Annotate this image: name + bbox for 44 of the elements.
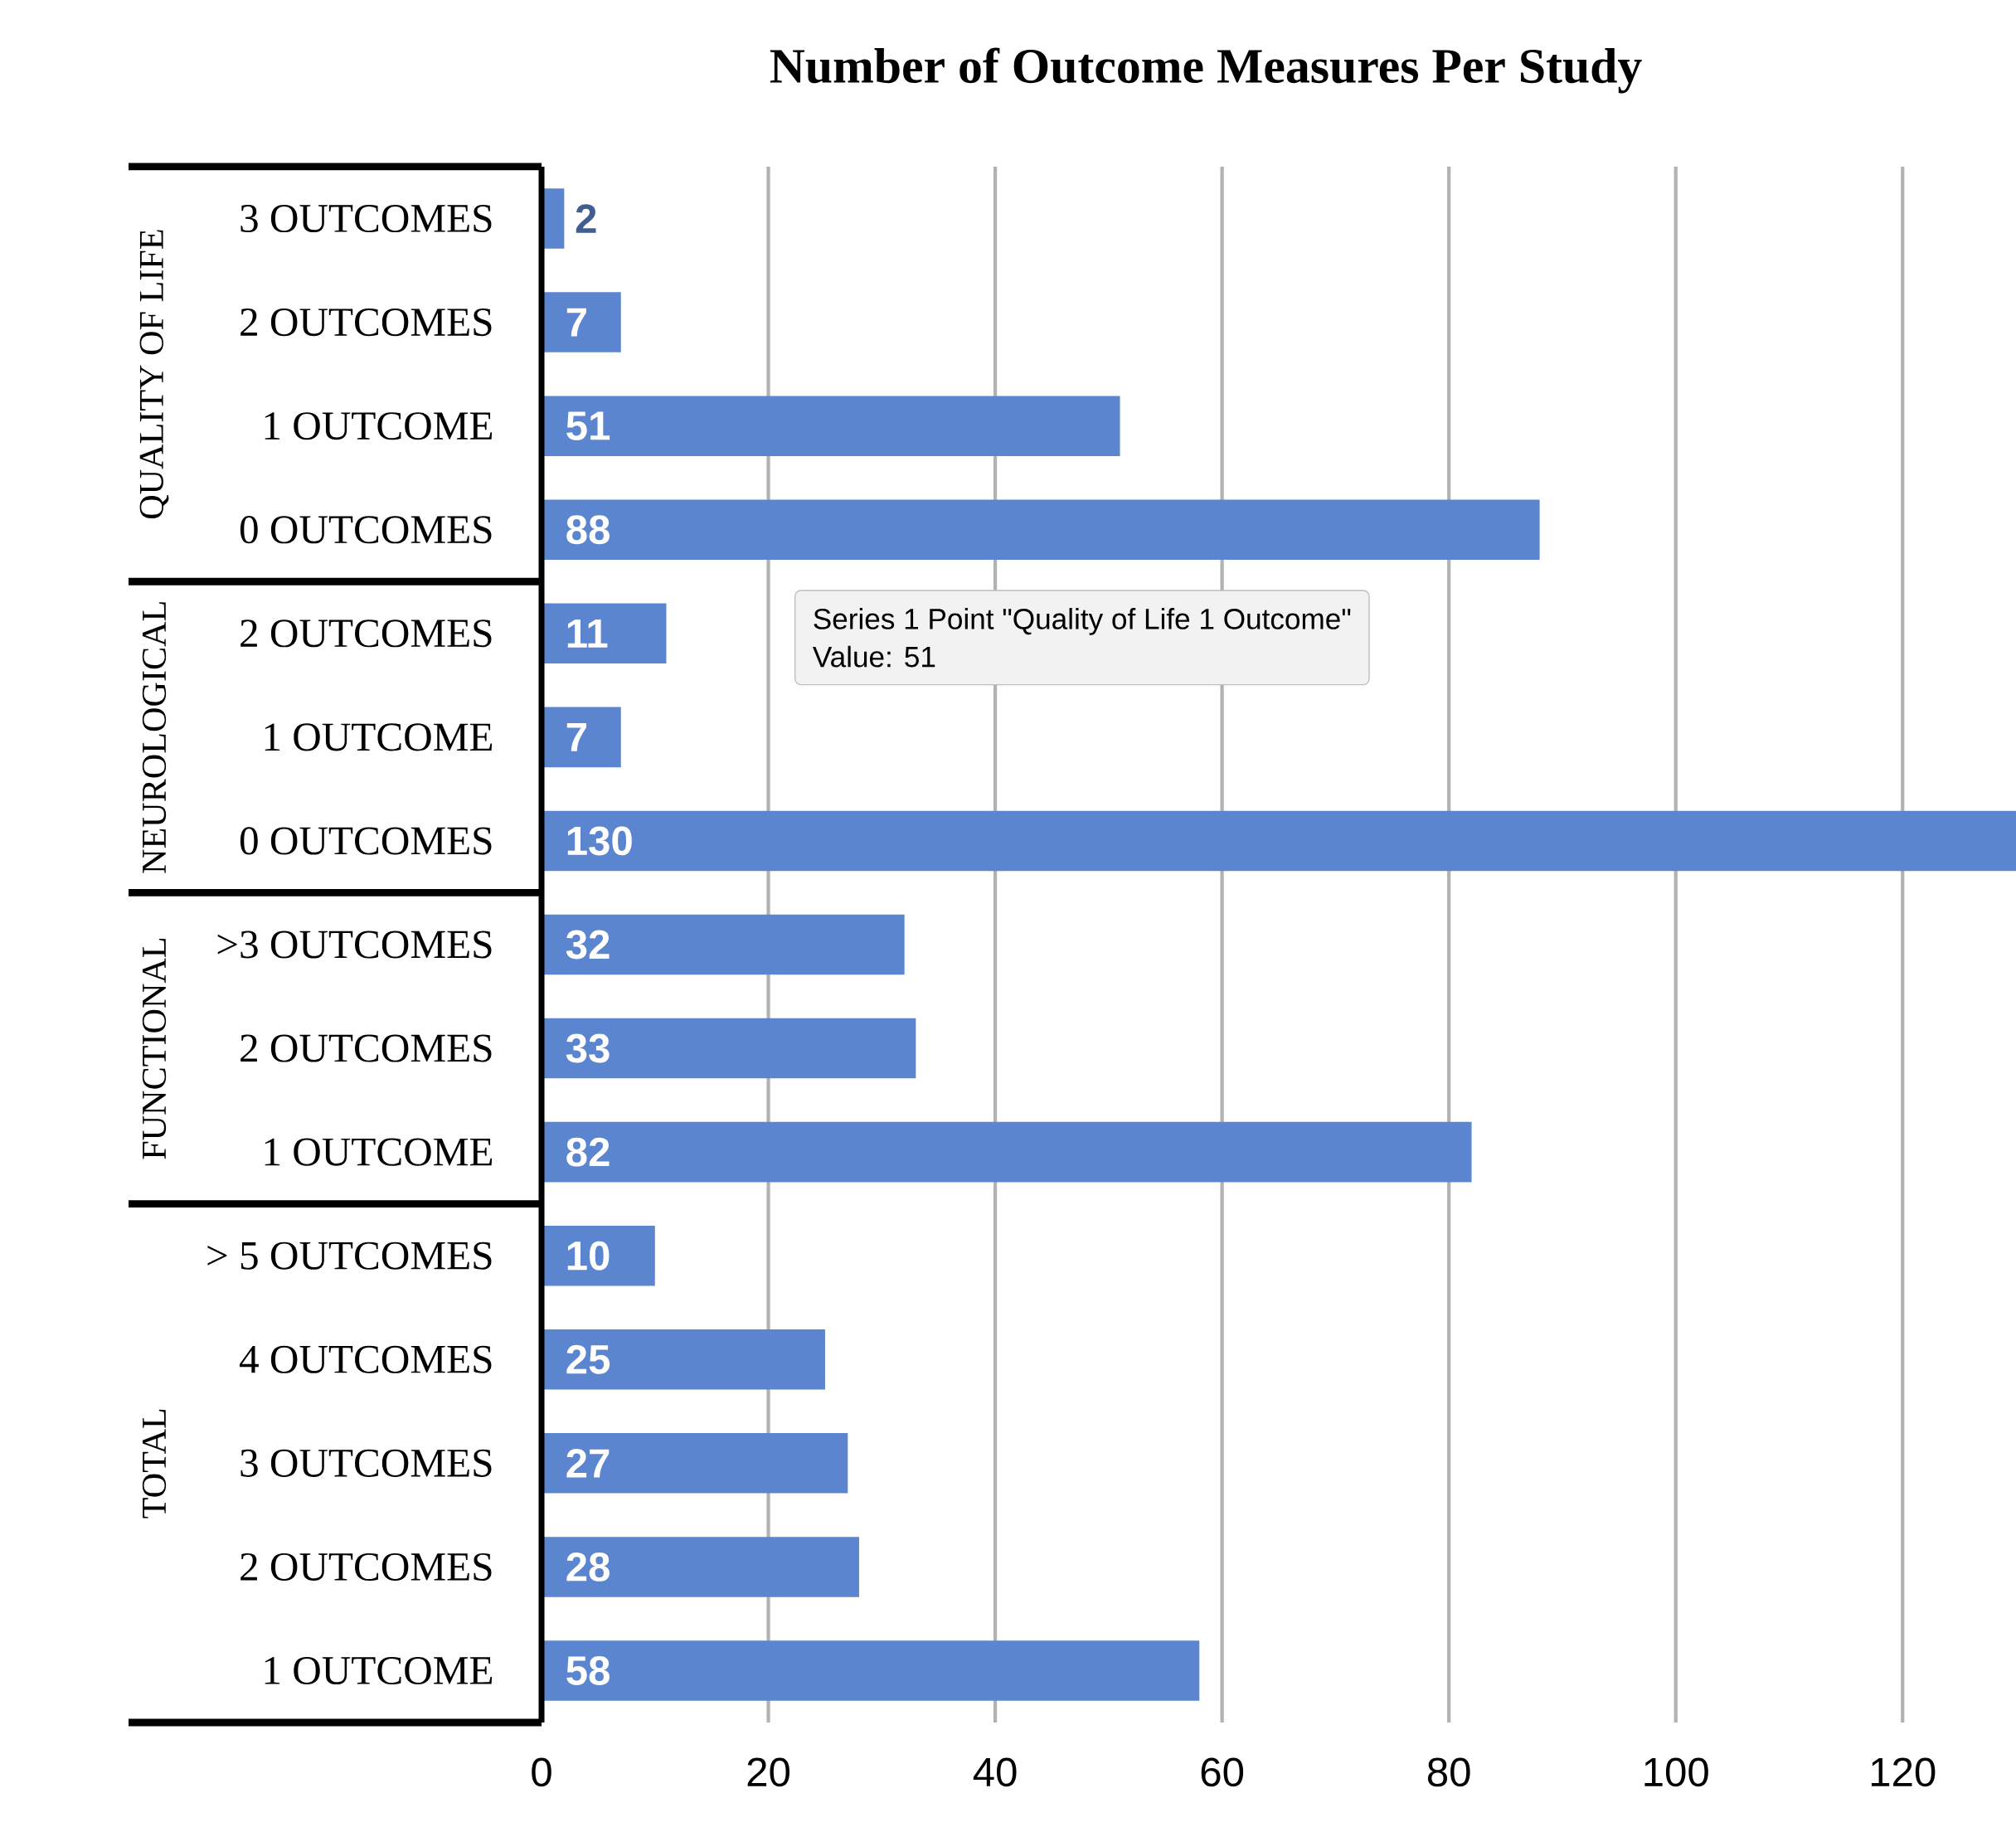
y-tick-label: 2 OUTCOMES	[240, 620, 492, 648]
data-label: 28	[566, 1552, 610, 1582]
x-tick-label: 100	[1644, 1757, 1708, 1787]
data-label: 88	[566, 515, 610, 545]
y-tick-label: 1 OUTCOME	[265, 723, 493, 751]
data-label: 7	[566, 308, 586, 337]
y-tick-label: 2 OUTCOMES	[240, 1552, 492, 1581]
y-tick-label: 3 OUTCOMES	[240, 205, 492, 233]
x-tick-label: 60	[1201, 1757, 1244, 1787]
data-label: 25	[566, 1344, 610, 1374]
data-label: 10	[567, 1241, 610, 1271]
data-label: 32	[566, 930, 610, 960]
data-label: 7	[566, 722, 586, 751]
text: NEUROLOGICAL	[142, 602, 167, 873]
data-label: 130	[567, 826, 632, 856]
data-label: 2	[576, 204, 596, 233]
data-label: 11	[567, 619, 608, 648]
y-tick-label: 2 OUTCOMES	[240, 309, 492, 337]
data-label: 27	[566, 1449, 610, 1478]
y-tick-label: 1 OUTCOME	[265, 1656, 493, 1685]
data-label: 33	[566, 1033, 610, 1063]
text: FUNCTIONAL	[142, 938, 167, 1159]
x-tick-label: 40	[973, 1757, 1017, 1787]
y-tick-label: > 5 OUTCOMES	[207, 1241, 492, 1270]
y-tick-label: 4 OUTCOMES	[239, 1345, 492, 1373]
data-label: 51	[566, 411, 610, 440]
y-tick-label: 1 OUTCOME	[265, 1138, 493, 1166]
chart-title: Number of Outcome Measures Per Study	[770, 47, 1642, 94]
x-tick-label: 0	[532, 1757, 551, 1787]
x-tick-label: 20	[747, 1757, 790, 1787]
data-label: 82	[566, 1137, 610, 1167]
y-tick-label: 2 OUTCOMES	[240, 1034, 492, 1062]
annotation: Value: 51	[812, 645, 935, 668]
y-tick-label: 0 OUTCOMES	[240, 827, 492, 855]
y-tick-label: >3 OUTCOMES	[217, 931, 492, 959]
y-tick-label: 3 OUTCOMES	[240, 1449, 492, 1477]
annotation: Series 1 Point "Quality of Life 1 Outcome"	[814, 608, 1351, 635]
y-tick-label: 1 OUTCOME	[265, 412, 493, 440]
x-tick-label: 120	[1871, 1757, 1936, 1787]
text: QUALITY OF LIFE	[139, 230, 169, 519]
text: TOTAL	[142, 1409, 167, 1518]
x-tick-label: 80	[1427, 1757, 1470, 1787]
y-tick-label: 0 OUTCOMES	[240, 516, 492, 544]
data-label: 58	[566, 1656, 610, 1685]
